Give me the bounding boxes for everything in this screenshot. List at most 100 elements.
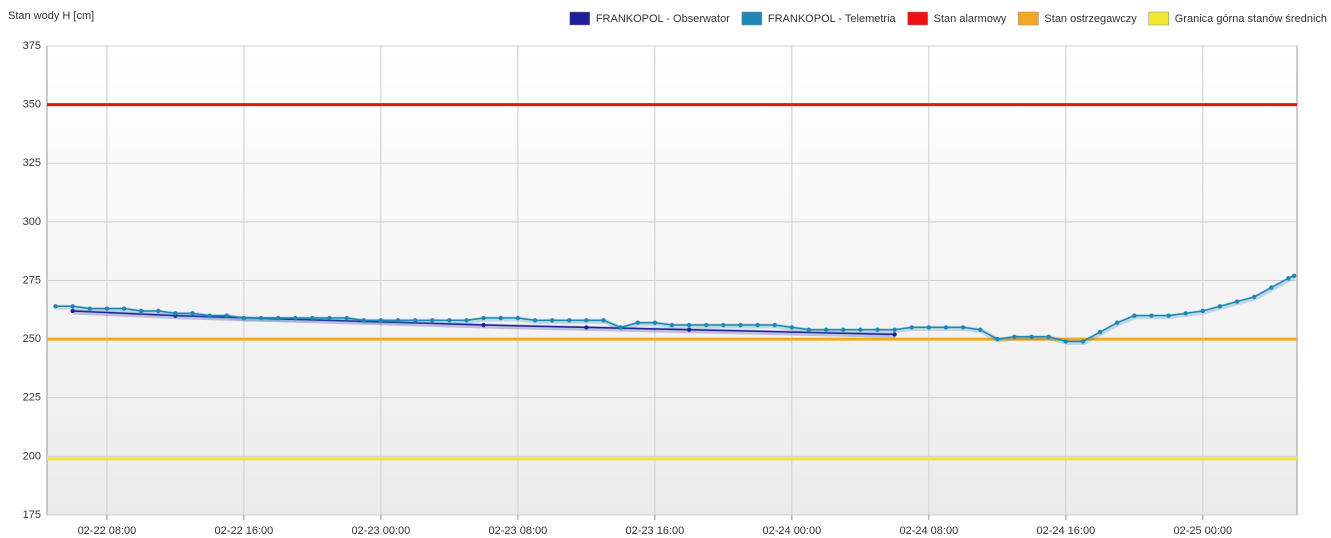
point — [412, 318, 418, 323]
point — [1286, 275, 1291, 281]
point — [978, 327, 983, 332]
point — [1291, 273, 1297, 279]
point — [1183, 311, 1188, 316]
point — [1012, 334, 1017, 339]
legend-label: Stan alarmowy — [934, 13, 1007, 25]
point — [1115, 320, 1120, 325]
y-tick-label: 225 — [23, 392, 41, 404]
point — [430, 318, 435, 323]
legend-swatch — [1148, 11, 1169, 26]
point — [858, 327, 863, 332]
point — [447, 318, 452, 323]
point — [327, 315, 332, 321]
point — [567, 318, 572, 323]
point — [1046, 334, 1051, 339]
point — [601, 318, 606, 323]
point — [190, 311, 195, 316]
x-tick-label: 02-22 08:00 — [78, 525, 137, 537]
y-axis-label: Stan wody H [cm] — [8, 10, 94, 22]
point — [1200, 308, 1206, 314]
line-shadow — [56, 274, 1297, 345]
y-tick-label: 375 — [23, 40, 41, 52]
series-line — [55, 275, 1295, 343]
point — [87, 306, 93, 311]
point — [1029, 334, 1034, 339]
point — [532, 318, 538, 323]
point — [224, 313, 229, 318]
point — [1132, 313, 1137, 318]
legend-swatch — [907, 11, 928, 26]
point — [481, 315, 486, 321]
point — [275, 315, 281, 321]
point — [293, 315, 298, 321]
point — [909, 325, 914, 330]
point — [926, 325, 932, 330]
point — [241, 315, 247, 321]
point — [1166, 313, 1171, 318]
x-tick-label: 02-25 00:00 — [1173, 525, 1232, 537]
point — [515, 315, 521, 321]
point — [721, 322, 726, 328]
point — [498, 315, 503, 321]
point — [875, 327, 880, 332]
point — [1063, 339, 1069, 344]
point — [1080, 339, 1086, 344]
point — [652, 320, 658, 325]
point — [960, 325, 966, 330]
x-tick-label: 02-24 00:00 — [763, 525, 822, 537]
point — [995, 336, 1000, 342]
legend-label: FRANKOPOL - Telemetria — [768, 13, 897, 25]
legend-swatch — [1018, 11, 1039, 26]
point — [395, 318, 401, 323]
legend-label: Granica górna stanów średnich — [1175, 13, 1327, 25]
point — [823, 327, 829, 332]
point — [173, 311, 178, 316]
point — [207, 313, 212, 318]
point — [584, 318, 589, 323]
point — [549, 318, 555, 323]
point — [669, 322, 675, 328]
point — [1149, 313, 1154, 318]
point — [53, 304, 58, 309]
point — [618, 325, 623, 330]
x-tick-label: 02-23 00:00 — [352, 525, 411, 537]
point — [806, 327, 812, 332]
y-tick-label: 200 — [23, 450, 41, 462]
y-tick-label: 325 — [23, 157, 41, 169]
point — [686, 322, 692, 328]
point — [892, 327, 897, 332]
x-tick-label: 02-24 16:00 — [1036, 525, 1095, 537]
point — [138, 308, 144, 314]
point — [344, 315, 349, 321]
line-shadow — [73, 309, 896, 338]
point — [258, 315, 264, 321]
legend-label: FRANKOPOL - Obserwator — [596, 13, 730, 25]
point — [635, 320, 640, 325]
x-tick-label: 02-23 16:00 — [626, 525, 685, 537]
x-tick-label: 02-24 08:00 — [899, 525, 958, 537]
point — [1234, 299, 1240, 304]
point — [464, 318, 469, 323]
y-tick-label: 300 — [23, 216, 41, 228]
point — [310, 315, 315, 321]
point — [1097, 329, 1103, 335]
point — [156, 308, 161, 314]
point — [755, 322, 760, 328]
point — [943, 325, 949, 330]
y-tick-label: 350 — [23, 99, 41, 111]
point — [789, 325, 795, 330]
x-tick-label: 02-23 08:00 — [489, 525, 548, 537]
point — [70, 308, 75, 314]
legend-label: Stan ostrzegawczy — [1044, 13, 1137, 25]
x-tick-label: 02-22 16:00 — [215, 525, 274, 537]
legend-swatch — [741, 11, 763, 26]
point — [378, 318, 384, 323]
point — [1269, 285, 1274, 290]
point — [1251, 294, 1257, 300]
point — [704, 322, 709, 328]
series-line — [72, 310, 895, 336]
point — [104, 306, 110, 311]
legend-swatch — [569, 11, 591, 26]
point — [584, 325, 589, 330]
